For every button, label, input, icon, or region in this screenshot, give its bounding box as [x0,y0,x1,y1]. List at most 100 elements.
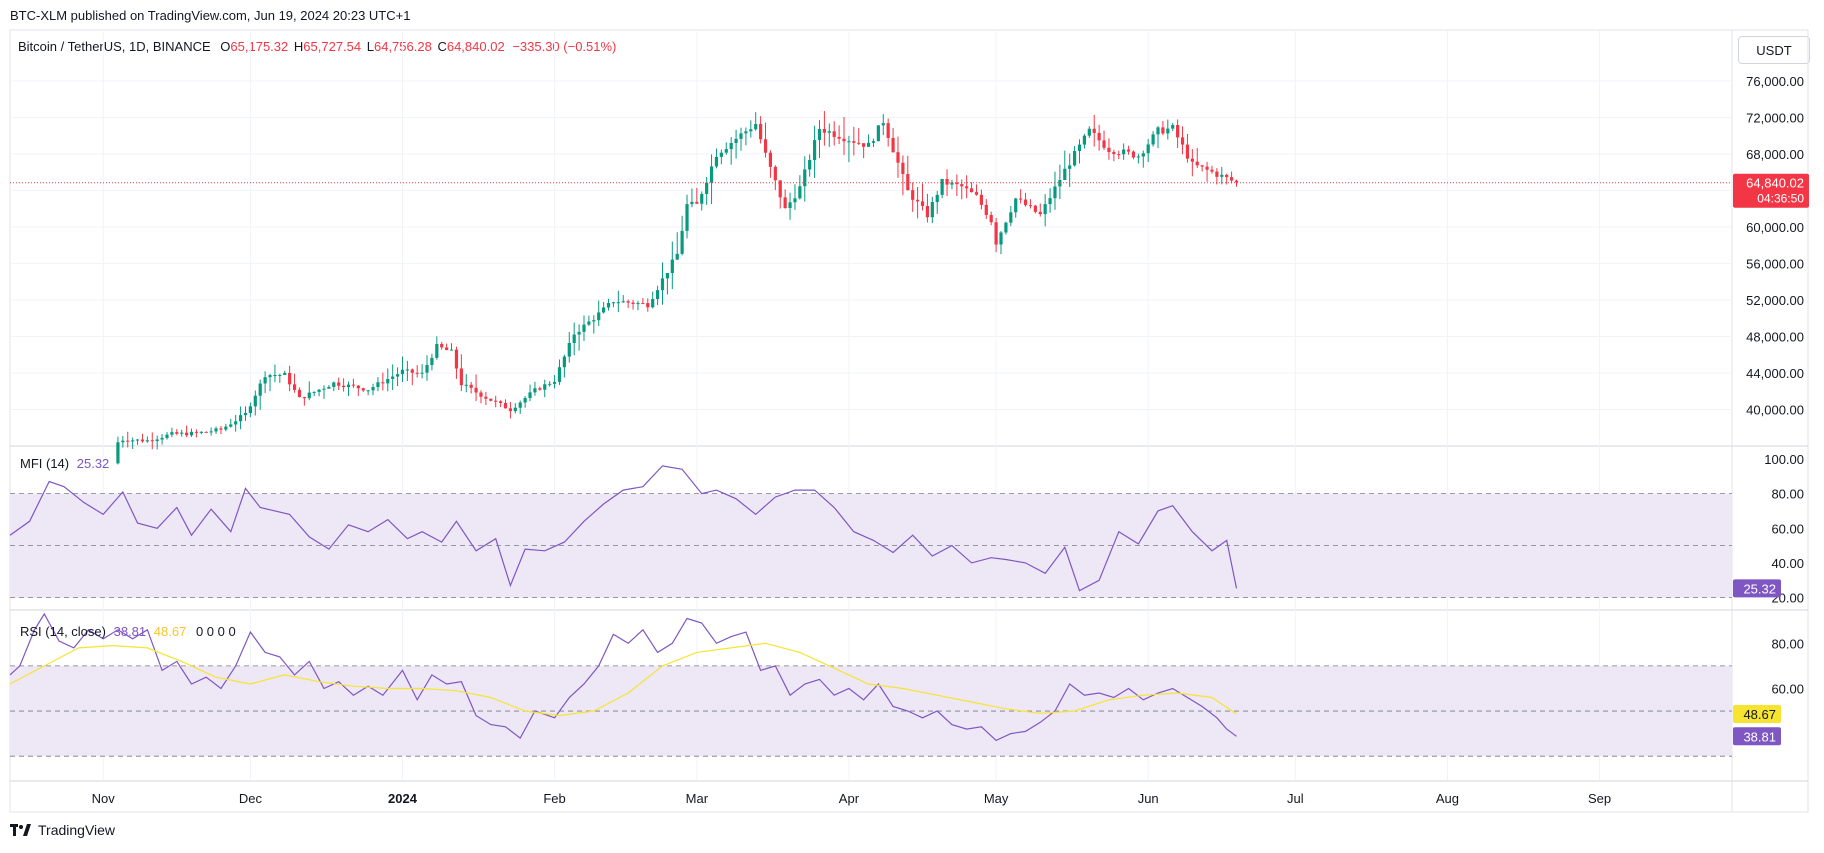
candle-body [1043,204,1047,215]
candle [1131,150,1136,160]
candle-body [346,384,351,388]
candle [1004,221,1008,235]
candle-body [145,440,149,442]
mfi-value-label: 25.32 [1743,581,1776,596]
candle [1126,145,1131,155]
candle [1102,130,1106,150]
candle-body [685,204,689,231]
candle [1053,171,1057,210]
axis-labels: Nov Dec 2024 Feb Mar Apr May Jun Jul Aug Sep 40,000… [92,74,1804,806]
mfi-tick-label: 100.00 [1764,452,1804,467]
last-price-label: 64,840.02 [1746,176,1804,191]
candle [523,396,527,408]
candle-body [508,408,513,412]
candle [685,194,689,239]
candle-body [916,199,920,202]
candle-body [822,128,826,133]
countdown-label: 04:36:50 [1757,192,1804,206]
candle [930,196,934,224]
candle [548,381,552,387]
candle-body [229,424,233,427]
candle-body [1171,125,1175,129]
rsi-title: RSI (14, close) [20,624,106,639]
candle [1068,153,1072,188]
candle-body [1072,150,1077,166]
candle-body [273,375,277,377]
candle [965,175,969,199]
candle-body [577,331,581,335]
candle-body [876,125,880,142]
candle-body [533,388,537,393]
candle [479,390,483,404]
symbol-title[interactable]: Bitcoin / TetherUS, 1D, BINANCE [18,39,211,54]
candle [636,300,640,311]
candle-body [1176,125,1180,138]
candle-body [690,201,694,205]
candle [243,406,248,421]
candle-body [189,431,194,436]
price-tick-label: 40,000.00 [1746,402,1804,417]
candle-body [283,372,287,375]
candle [1161,120,1165,136]
candle-body [974,192,979,195]
rsi-value-label: 48.67 [1743,707,1776,722]
candle [1205,161,1209,182]
candle [150,432,154,450]
mfi-value: 25.32 [76,456,110,471]
candle-body [484,396,488,399]
oscillator-bands [10,493,1732,757]
candle-body [788,202,792,209]
grid-lines [9,29,1809,813]
candle-body [528,392,532,399]
candle-body [808,159,812,170]
candle-body [1038,211,1042,215]
candle [253,390,257,416]
candle [768,150,773,178]
currency-button[interactable]: USDT [1738,36,1810,64]
candle-body [587,321,591,325]
candle-body [602,307,606,313]
footer-brand-label: TradingView [38,822,116,838]
candle-body [1082,135,1087,145]
candle [445,343,449,351]
candle-body [1151,134,1155,145]
x-tick-label: Jul [1287,791,1304,806]
candle-body [1136,156,1140,158]
candle [121,435,125,448]
candle-body [342,385,346,388]
candle-body [479,392,483,397]
candle-body [523,398,527,403]
candle-body [857,142,861,144]
candle-body [126,440,130,442]
candle [832,121,836,146]
candle [1166,119,1170,140]
candle [1146,139,1150,163]
candle-body [199,431,203,433]
candle-body [960,184,964,187]
candle-body [263,377,267,384]
mfi-value-badge-bg [1733,579,1781,598]
candle [366,390,370,396]
price-tick-label: 72,000.00 [1746,110,1804,125]
candle-body [744,131,748,134]
candle-body [1048,198,1052,205]
candle [552,375,557,389]
candle [621,295,625,303]
candle [469,381,473,394]
x-tick-label: Sep [1588,791,1611,806]
candle [1009,206,1013,227]
mfi-tick-label: 40.00 [1771,556,1804,571]
candle-body [665,273,670,279]
candle [175,429,179,436]
price-tick-label: 76,000.00 [1746,74,1804,89]
candle [268,373,272,392]
candle-body [817,128,822,141]
candle [1176,119,1180,149]
tradingview-brand[interactable]: TradingView [10,822,115,838]
candle [356,384,360,396]
candle [165,432,169,440]
candle [1180,126,1185,155]
candle-body [1097,132,1101,141]
candle [405,360,409,381]
